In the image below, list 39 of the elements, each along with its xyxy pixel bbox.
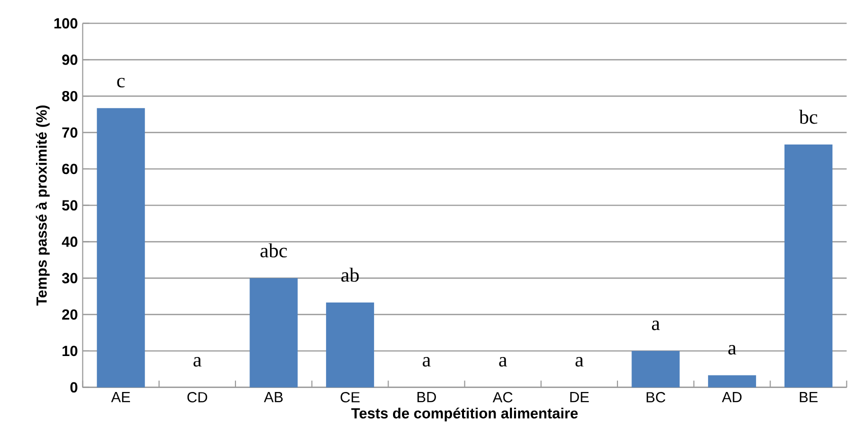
y-tick-label: 100	[54, 18, 78, 29]
annotation: abc	[260, 243, 287, 258]
y-axis-title: Temps passé à proximité (%)	[36, 106, 50, 306]
bar	[784, 144, 832, 388]
y-tick-label: 30	[62, 272, 78, 284]
x-tick-label: AE	[111, 392, 130, 402]
x-tick-label: AB	[264, 392, 283, 402]
bar	[632, 350, 680, 388]
y-tick-label: 40	[62, 236, 78, 247]
annotation: bc	[799, 110, 818, 124]
y-tick-label: 20	[62, 309, 78, 320]
bar	[326, 302, 374, 388]
annotation: ab	[341, 268, 359, 282]
x-tick-label: AC	[492, 392, 512, 402]
y-tick-label: 50	[62, 200, 78, 211]
y-tick-label: 10	[62, 346, 78, 356]
x-tick-label: AD	[722, 392, 742, 402]
annotation: a	[499, 357, 508, 367]
annotation: a	[652, 320, 660, 330]
y-tick-label: 0	[70, 382, 78, 393]
x-tick-label: CD	[187, 392, 208, 402]
annotation: a	[576, 357, 584, 367]
y-tick-label: 60	[62, 164, 78, 174]
x-axis-title: Tests de compétition alimentaire	[351, 408, 578, 422]
x-tick-label: BC	[646, 392, 666, 402]
bar	[96, 108, 145, 388]
annotation: a	[194, 357, 202, 367]
x-tick-label: BE	[800, 392, 818, 402]
annotation: a	[422, 357, 431, 367]
x-tick-label: DE	[570, 392, 589, 402]
bar	[250, 278, 298, 388]
annotation: a	[728, 345, 736, 355]
annotation: c	[117, 78, 125, 88]
x-tick-label: BD	[417, 392, 436, 402]
y-tick-label: 70	[62, 127, 78, 138]
y-tick-label: 80	[62, 90, 78, 102]
x-tick-label: CE	[340, 392, 360, 402]
bar	[708, 375, 756, 388]
y-tick-label: 90	[62, 54, 78, 65]
